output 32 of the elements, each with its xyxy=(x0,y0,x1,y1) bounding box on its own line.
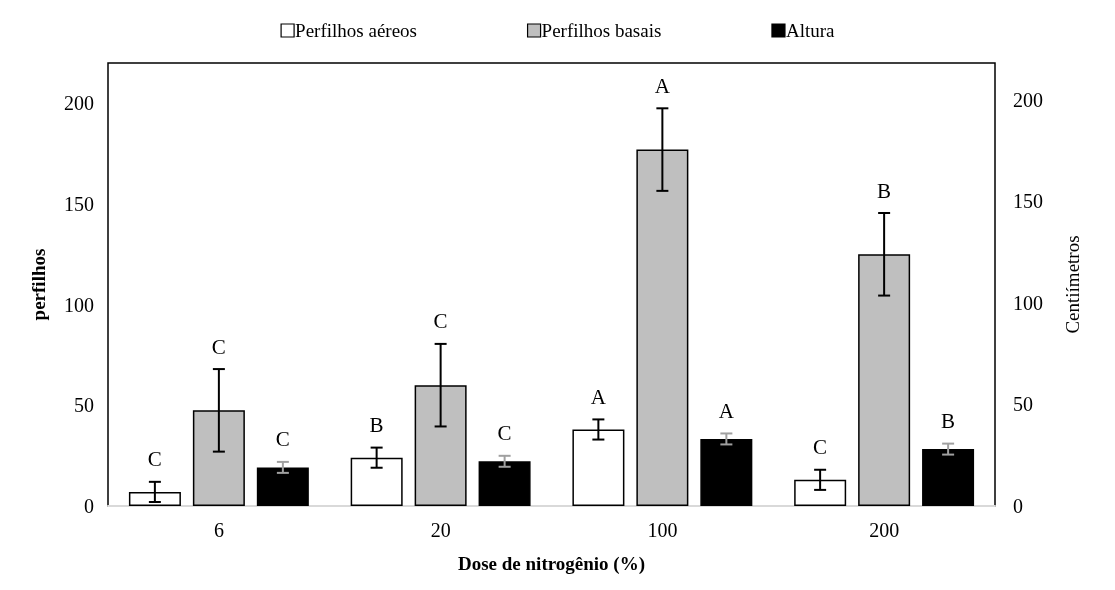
x-tick-label: 20 xyxy=(430,519,451,541)
y2-tick-label: 50 xyxy=(1013,393,1033,416)
y2-tick-label: 100 xyxy=(1013,291,1043,314)
data-label: A xyxy=(590,384,607,409)
y2-axis-title: Centiímetros xyxy=(1062,235,1083,334)
y-tick-label: 100 xyxy=(64,293,94,316)
y2-tick-label: 150 xyxy=(1013,190,1043,213)
y-tick-label: 150 xyxy=(64,192,94,215)
data-label: C xyxy=(497,421,512,446)
data-label: B xyxy=(877,178,892,203)
legend-label: Perfilhos basais xyxy=(541,20,662,41)
x-tick-label: 100 xyxy=(647,519,678,541)
legend-label: Altura xyxy=(785,20,836,41)
y2-tick-label: 200 xyxy=(1013,88,1043,111)
y-tick-label: 50 xyxy=(74,394,94,417)
data-label: C xyxy=(813,435,828,460)
legend-label: Perfilhos aéreos xyxy=(295,20,417,41)
data-label: B xyxy=(369,413,384,438)
data-label: C xyxy=(275,427,290,452)
y-tick-label: 0 xyxy=(84,495,94,517)
data-label: A xyxy=(654,73,671,98)
data-label: B xyxy=(941,409,956,434)
data-label: C xyxy=(147,447,162,472)
data-label: C xyxy=(211,334,226,359)
y2-tick-label: 0 xyxy=(1013,495,1023,517)
y-axis-title: perfilhos xyxy=(28,248,49,321)
x-tick-label: 6 xyxy=(213,519,224,541)
data-label: C xyxy=(433,309,448,334)
x-tick-label: 200 xyxy=(869,519,900,541)
y-tick-label: 200 xyxy=(64,92,94,115)
x-axis-title: Dose de nitrogênio (%) xyxy=(458,553,645,575)
data-label: A xyxy=(718,398,735,423)
